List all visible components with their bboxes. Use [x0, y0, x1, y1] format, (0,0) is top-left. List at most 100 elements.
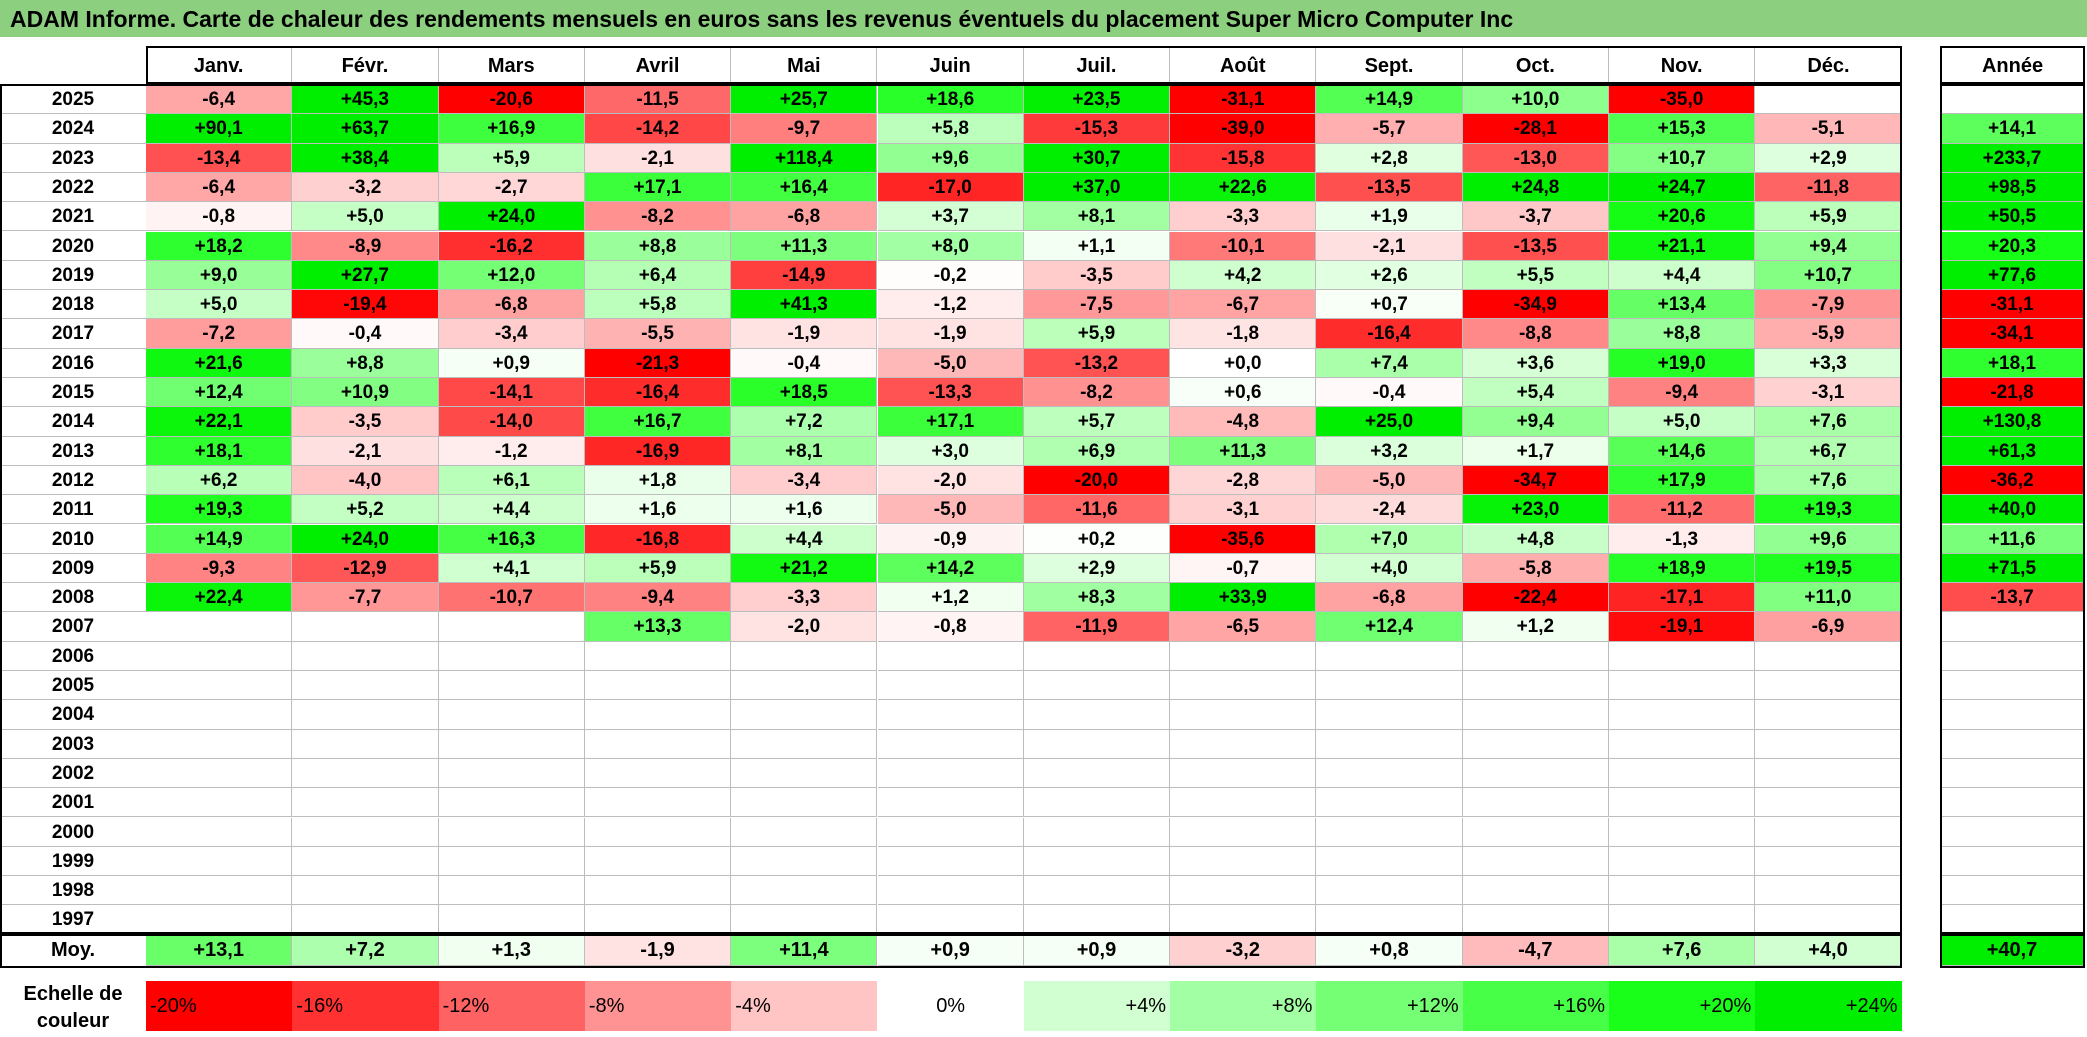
heatmap-cell: [584, 788, 732, 818]
heatmap-cell: +25,7: [731, 85, 878, 115]
heatmap-cell: +8,0: [877, 231, 1024, 261]
heatmap-cell: -31,1: [1170, 85, 1317, 115]
heatmap-cell: +14,6: [1609, 436, 1756, 466]
heatmap-cell: -13,3: [877, 378, 1024, 408]
average-cell: +11,4: [731, 934, 878, 966]
annual-cell: +61,3: [1940, 436, 2085, 466]
heatmap-cell: +7,6: [1755, 407, 1902, 437]
heatmap-cell: [1023, 905, 1171, 935]
heatmap-cell: [584, 758, 732, 789]
heatmap-cell: +15,3: [1609, 114, 1756, 144]
month-header: Janv.: [146, 48, 293, 84]
heatmap-cell: +6,1: [438, 465, 585, 496]
heatmap-cell: +19,3: [146, 495, 293, 525]
heatmap-cell: +20,6: [1609, 202, 1756, 232]
heatmap-cell: [731, 758, 878, 789]
heatmap-cell: [1755, 641, 1902, 671]
heatmap-cell: +30,7: [1023, 143, 1171, 173]
heatmap-cell: [731, 671, 878, 701]
heatmap-cell: -6,5: [1170, 612, 1317, 642]
year-label: 2015: [0, 378, 146, 408]
heatmap-cell: [1170, 729, 1317, 759]
heatmap-cell: -34,7: [1462, 465, 1609, 496]
heatmap-cell: [1023, 846, 1171, 877]
heatmap-cell: [584, 700, 732, 730]
annual-cell: [1940, 846, 2085, 877]
year-label: 2024: [0, 114, 146, 144]
heatmap-cell: +33,9: [1170, 583, 1317, 613]
annual-cell: [1940, 876, 2085, 906]
heatmap-cell: [146, 641, 293, 671]
heatmap-cell: -13,2: [1023, 348, 1171, 378]
heatmap-cell: +12,0: [438, 260, 585, 291]
annual-cell: [1940, 817, 2085, 847]
heatmap-cell: [1755, 85, 1902, 115]
heatmap-cell: [1609, 817, 1756, 847]
average-cell: +0,8: [1316, 934, 1463, 966]
heatmap-cell: [1170, 905, 1317, 935]
heatmap-cell: -10,7: [438, 583, 585, 613]
heatmap-cell: -9,3: [146, 553, 293, 584]
heatmap-cell: -35,6: [1170, 524, 1317, 554]
color-scale-label: Echelle de couleur: [23, 983, 123, 1032]
average-cell: -4,7: [1462, 934, 1609, 966]
year-label: 2012: [0, 466, 146, 496]
year-label: 2008: [0, 583, 146, 613]
heatmap-cell: -11,8: [1755, 172, 1902, 203]
heatmap-cell: +13,4: [1609, 290, 1756, 320]
heatmap-cell: -8,2: [1023, 378, 1171, 408]
year-label: 2004: [0, 700, 146, 730]
heatmap-cell: -9,4: [584, 583, 732, 613]
heatmap-cell: +6,4: [584, 260, 732, 291]
heatmap-cell: +12,4: [1316, 612, 1463, 642]
heatmap-cell: -11,5: [584, 85, 732, 115]
heatmap-cell: -12,9: [292, 553, 439, 584]
heatmap-cell: [146, 817, 293, 847]
heatmap-cell: +10,0: [1462, 85, 1609, 115]
heatmap-cell: -6,4: [146, 172, 293, 203]
heatmap-cell: [292, 671, 439, 701]
heatmap-cell: -35,0: [1609, 85, 1756, 115]
heatmap-cell: [438, 729, 585, 759]
heatmap-cell: -13,0: [1462, 143, 1609, 173]
annual-cell: +14,1: [1940, 114, 2085, 144]
average-cell: +7,2: [292, 934, 439, 966]
heatmap-cell: -11,6: [1023, 495, 1171, 525]
heatmap-cell: +17,1: [877, 407, 1024, 437]
heatmap-cell: -11,2: [1609, 495, 1756, 525]
month-header: Mars: [439, 48, 585, 84]
heatmap-cell: [1755, 876, 1902, 906]
heatmap-cell: -11,9: [1023, 612, 1171, 642]
heatmap-cell: +16,7: [584, 407, 732, 437]
color-scale-step: +16%: [1462, 981, 1609, 1031]
heatmap-cell: +19,0: [1609, 348, 1756, 378]
heatmap-cell: [438, 876, 585, 906]
heatmap-cell: +1,2: [1462, 612, 1609, 642]
heatmap-cell: +7,4: [1316, 348, 1463, 378]
heatmap-cell: -6,8: [438, 290, 585, 320]
heatmap-cell: [1609, 700, 1756, 730]
annual-cell: [1940, 85, 2085, 115]
color-scale-step: -16%: [292, 981, 439, 1031]
heatmap-cell: [1316, 729, 1463, 759]
heatmap-cell: +23,5: [1023, 85, 1171, 115]
annual-cell: [1940, 729, 2085, 759]
heatmap-cell: [1462, 905, 1609, 935]
year-label: 2022: [0, 173, 146, 203]
heatmap-cell: +8,3: [1023, 583, 1171, 613]
average-cell: +0,9: [877, 934, 1024, 966]
heatmap-cell: [1755, 758, 1902, 789]
annual-cell: [1940, 758, 2085, 789]
heatmap-cell: +4,4: [438, 495, 585, 525]
heatmap-cell: +5,8: [877, 114, 1024, 144]
heatmap-cell: +1,6: [584, 495, 732, 525]
heatmap-cell: +7,0: [1316, 524, 1463, 554]
heatmap-cell: [1170, 876, 1317, 906]
heatmap-cell: +1,9: [1316, 202, 1463, 232]
heatmap-cell: +18,2: [146, 231, 293, 261]
heatmap-cell: +22,6: [1170, 172, 1317, 203]
heatmap-cell: -28,1: [1462, 114, 1609, 144]
heatmap-cell: +5,5: [1462, 260, 1609, 291]
heatmap-cell: [1755, 729, 1902, 759]
annual-cell: [1940, 641, 2085, 671]
